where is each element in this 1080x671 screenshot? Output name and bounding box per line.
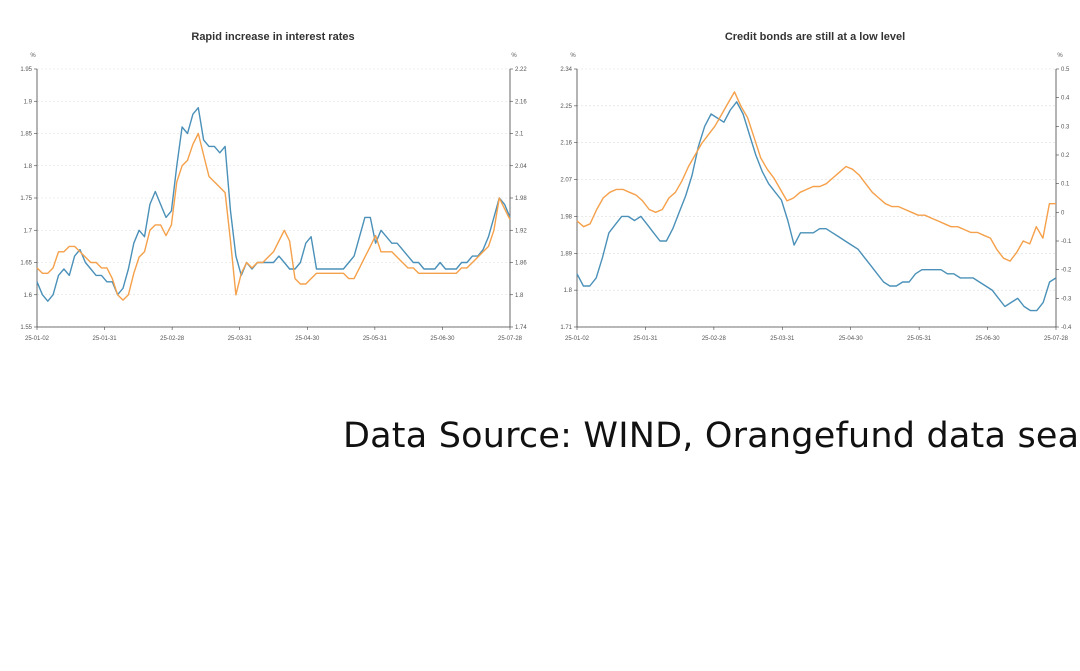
x-tick-label: 25-06-30	[976, 336, 1001, 342]
right-tick-label: 0.3	[1061, 124, 1070, 130]
right-tick-label: -0.2	[1061, 268, 1072, 274]
x-tick-label: 25-02-28	[160, 336, 185, 342]
left-tick-label: 1.65	[20, 261, 32, 267]
chart-title: Credit bonds are still at a low level	[725, 31, 905, 43]
right-tick-label: 2.04	[515, 164, 527, 170]
right-tick-label: 0.2	[1061, 153, 1070, 159]
right-tick-label: 2.16	[515, 99, 527, 105]
right-tick-label: 1.86	[515, 261, 527, 267]
left-tick-label: 1.55	[20, 325, 32, 331]
x-tick-label: 25-04-30	[295, 336, 320, 342]
chart-title: Rapid increase in interest rates	[191, 31, 354, 43]
x-tick-label: 25-07-28	[1044, 336, 1069, 342]
x-tick-label: 25-01-02	[25, 336, 50, 342]
right-unit-label: %	[1057, 53, 1063, 59]
right-tick-label: 0	[1061, 210, 1065, 216]
x-tick-label: 25-01-02	[565, 336, 590, 342]
right-unit-label: %	[511, 53, 517, 59]
series-line	[36, 132, 511, 301]
left-tick-label: 1.89	[560, 251, 572, 257]
right-tick-label: 0.1	[1061, 182, 1070, 188]
x-tick-label: 25-06-30	[430, 336, 455, 342]
right-tick-label: 1.74	[515, 325, 527, 331]
right-tick-label: -0.1	[1061, 239, 1072, 245]
left-unit-label: %	[30, 53, 36, 59]
x-tick-label: 25-07-28	[498, 336, 523, 342]
right-tick-label: 1.98	[515, 196, 527, 202]
right-tick-label: 0.4	[1061, 96, 1070, 102]
chart-panel: Credit bonds are still at a low level% % 1…	[560, 31, 1072, 342]
series-line	[576, 91, 1056, 262]
data-source-note: Data Source: WIND, Orangefund data sea	[343, 416, 1080, 456]
x-tick-label: 25-05-31	[363, 336, 388, 342]
left-tick-label: 1.85	[20, 132, 32, 138]
x-tick-label: 25-05-31	[907, 336, 932, 342]
left-tick-label: 1.95	[20, 67, 32, 73]
left-tick-label: 1.71	[560, 325, 572, 331]
series-line	[576, 101, 1057, 312]
right-tick-label: 0.5	[1061, 67, 1070, 73]
x-tick-label: 25-03-31	[770, 336, 795, 342]
chart-panel: Rapid increase in interest rates% % 1.55 1.…	[20, 31, 527, 342]
series-line	[36, 106, 511, 302]
right-tick-label: 2.1	[515, 132, 524, 138]
left-tick-label: 1.7	[24, 228, 33, 234]
left-tick-label: 1.75	[20, 196, 32, 202]
left-tick-label: 1.9	[24, 99, 33, 105]
left-tick-label: 1.98	[560, 214, 572, 220]
right-tick-label: -0.3	[1061, 296, 1072, 302]
right-tick-label: 2.22	[515, 67, 527, 73]
left-unit-label: %	[570, 53, 576, 59]
left-tick-label: 2.07	[560, 178, 572, 184]
left-tick-label: 1.6	[24, 293, 33, 299]
right-tick-label: 1.8	[515, 293, 524, 299]
left-tick-label: 2.16	[560, 141, 572, 147]
x-tick-label: 25-02-28	[702, 336, 727, 342]
right-tick-label: 1.92	[515, 228, 527, 234]
x-tick-label: 25-01-31	[633, 336, 658, 342]
left-tick-label: 1.8	[564, 288, 573, 294]
left-tick-label: 2.34	[560, 67, 572, 73]
x-tick-label: 25-01-31	[93, 336, 118, 342]
right-tick-label: -0.4	[1061, 325, 1072, 331]
left-tick-label: 2.25	[560, 104, 572, 110]
charts-area: Rapid increase in interest rates% % 1.55 1.…	[20, 31, 1072, 342]
x-tick-label: 25-03-31	[228, 336, 253, 342]
left-tick-label: 1.8	[24, 164, 33, 170]
x-tick-label: 25-04-30	[839, 336, 864, 342]
